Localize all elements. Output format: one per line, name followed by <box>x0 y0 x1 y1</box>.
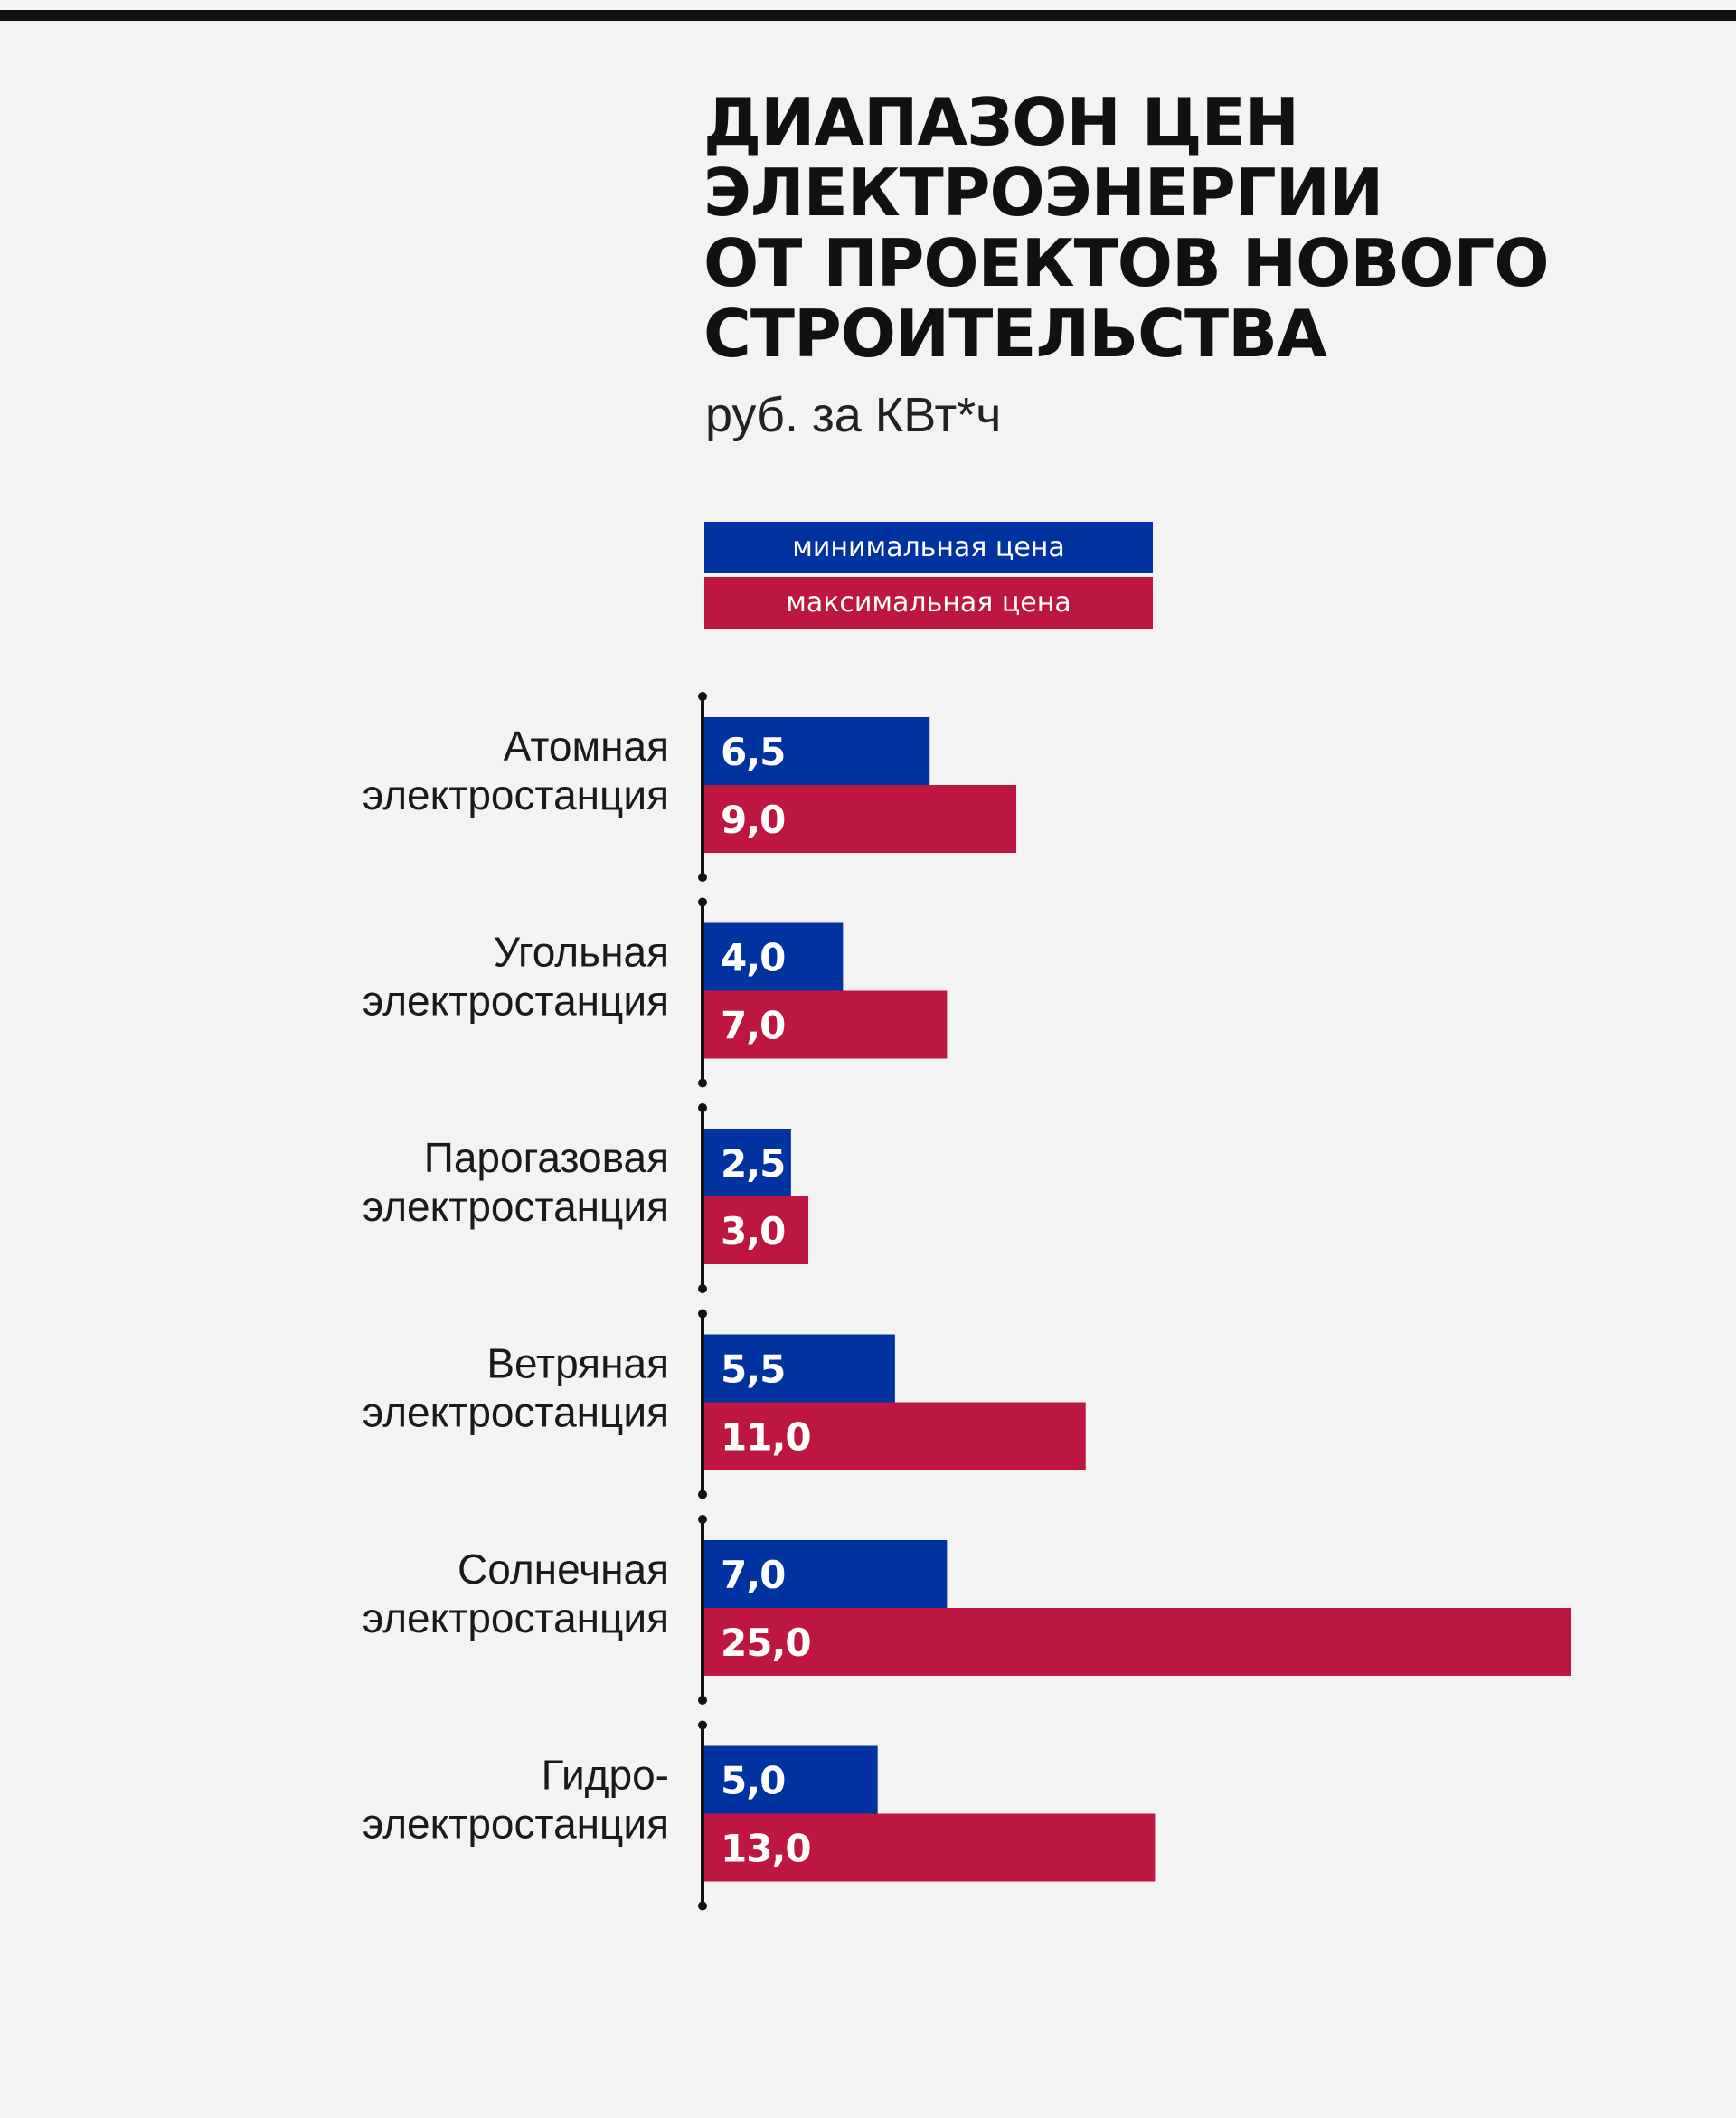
chart-subtitle: руб. за КВт*ч <box>705 388 1002 442</box>
axis-dot <box>698 1720 707 1730</box>
title-line: ОТ ПРОЕКТОВ НОВОГО <box>703 225 1550 301</box>
legend-min-price: минимальная цена <box>704 522 1153 573</box>
axis-dot <box>698 1901 707 1911</box>
bar-value-label: 13,0 <box>721 1827 811 1871</box>
axis-dot <box>698 1284 707 1293</box>
category-label: Солнечная электростанция <box>363 1546 669 1641</box>
axis-dot <box>698 873 707 882</box>
bar-value-label: 5,0 <box>721 1759 785 1803</box>
axis-dot <box>698 692 707 701</box>
bar-min-price <box>704 1745 878 1814</box>
bar-value-label: 7,0 <box>721 1553 785 1597</box>
category-label-line: электростанция <box>363 978 669 1025</box>
top-rule <box>0 10 1736 21</box>
bar-max-price <box>704 785 1017 853</box>
category-label-line: Парогазовая <box>424 1134 669 1181</box>
bar-value-label: 5,5 <box>721 1347 785 1392</box>
axis-dot <box>698 1515 707 1524</box>
category-label: Гидро-электростанция <box>363 1752 669 1848</box>
bar-value-label: 6,5 <box>721 730 785 774</box>
title-line: СТРОИТЕЛЬСТВА <box>703 296 1327 372</box>
bar-min-price <box>704 1540 948 1608</box>
title-line: ДИАПАЗОН ЦЕН <box>703 84 1299 160</box>
category-label-line: Угольная <box>494 929 669 976</box>
category-label: Атомная электростанция <box>363 723 669 818</box>
bar-value-label: 3,0 <box>721 1209 785 1253</box>
bar-value-label: 25,0 <box>721 1621 811 1665</box>
bar-value-label: 11,0 <box>721 1415 811 1460</box>
category-label-line: электростанция <box>363 1183 669 1230</box>
category-label-line: Гидро- <box>542 1752 669 1799</box>
bar-value-label: 7,0 <box>721 1004 785 1048</box>
category-label-line: Солнечная <box>458 1546 669 1593</box>
bar-value-label: 4,0 <box>721 936 785 980</box>
axis-dot <box>698 897 707 907</box>
bar-min-price <box>704 922 844 991</box>
category-label-line: электростанция <box>363 1801 669 1848</box>
axis-dot <box>698 1309 707 1319</box>
bar-min-price <box>704 1129 791 1196</box>
bar-max-price <box>704 1813 1156 1882</box>
bar-value-label: 2,5 <box>721 1141 785 1186</box>
category-label-line: Атомная <box>504 723 669 770</box>
axis-dot <box>698 1103 707 1112</box>
bar-min-price <box>704 1334 895 1403</box>
axis-dot <box>698 1078 707 1088</box>
category-label-line: электростанция <box>363 1594 669 1641</box>
category-label-line: электростанция <box>363 1389 669 1436</box>
title-line: ЭЛЕКТРОЭНЕРГИИ <box>703 155 1383 231</box>
category-label: Парогазовая электростанция <box>363 1134 669 1230</box>
category-label: Ветряная электростанция <box>363 1340 669 1436</box>
bar-max-price <box>704 1608 1571 1676</box>
chart-title: ДИАПАЗОН ЦЕН ЭЛЕКТРОЭНЕРГИИ ОТ ПРОЕКТОВ … <box>703 87 1698 369</box>
axis-dot <box>698 1696 707 1705</box>
bar-max-price <box>704 1402 1086 1470</box>
axis-dot <box>698 1489 707 1499</box>
bar-max-price <box>704 990 948 1059</box>
category-label-line: электростанция <box>363 771 669 818</box>
bar-min-price <box>704 717 930 785</box>
category-label: Угольная электростанция <box>363 929 669 1025</box>
legend-max-price: максимальная цена <box>704 577 1153 629</box>
category-label-line: Ветряная <box>486 1340 669 1387</box>
bar-value-label: 9,0 <box>721 798 785 842</box>
bar-max-price <box>704 1196 809 1264</box>
